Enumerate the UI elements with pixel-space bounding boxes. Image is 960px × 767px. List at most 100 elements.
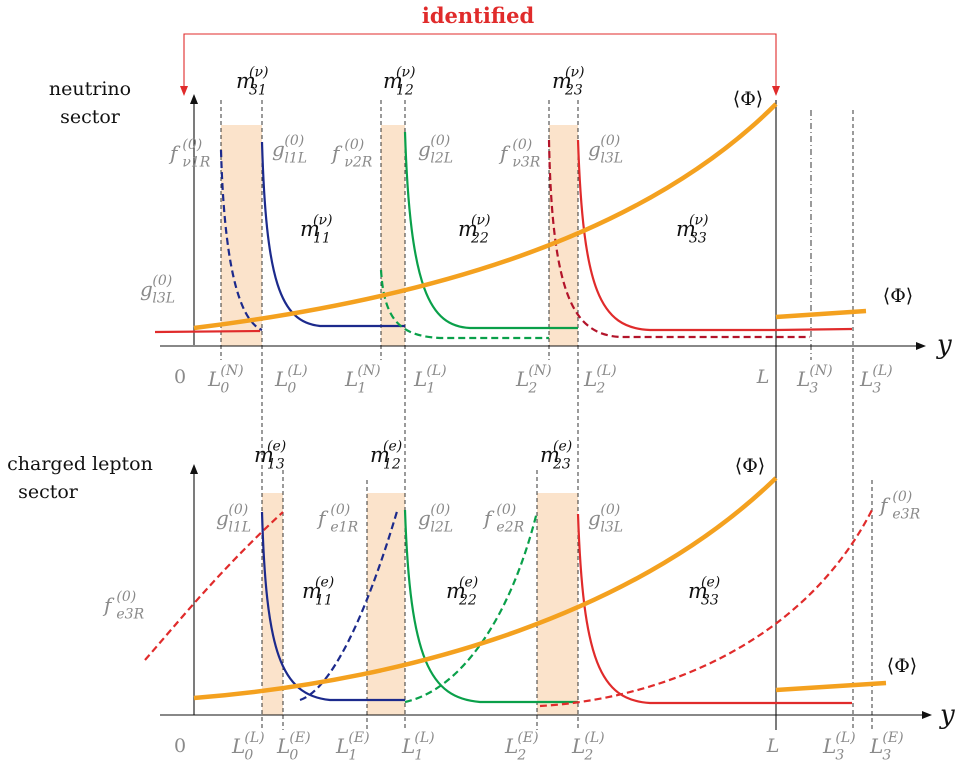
bottom-ticks-l0e-sup: (E)	[289, 730, 310, 746]
top-red-dashed	[547, 139, 810, 339]
bot-phi-small-label: ⟨Φ⟩	[887, 655, 917, 677]
top-ticks-l2l-sup: (L)	[596, 363, 616, 379]
bottom-profiles-f_e2r-sup: (0)	[496, 502, 516, 518]
top-profiles-g_l3l_left-sub: l3L	[152, 290, 175, 306]
bottom-profiles-g_l1l-sup: (0)	[228, 502, 248, 518]
bottom-ticks-l1e-label: L	[335, 734, 349, 758]
bot-sector-title-line2: sector	[18, 481, 79, 503]
bottom-ticks-l3e-sup: (E)	[882, 730, 903, 746]
bottom-masses-m22-sub: 22	[458, 593, 477, 609]
top-masses-m22-sup: (ν)	[471, 212, 490, 228]
top-red-flat	[154, 329, 261, 334]
bot-red-solid	[576, 513, 852, 705]
top-ticks-l0l-label: L	[274, 367, 288, 391]
top-profiles-f_nu2r-label: f	[330, 141, 343, 165]
bot-x-arrow	[922, 711, 932, 719]
bot-tick-zero: 0	[174, 735, 186, 757]
top-tick-zero: 0	[174, 366, 186, 388]
axes	[160, 94, 932, 719]
top-profiles-f_nu3r-sub: ν3R	[512, 154, 540, 170]
top-profiles-g_l3l-sub: l3L	[600, 150, 623, 166]
top-masses-m31-sub: 31	[249, 83, 267, 99]
bot-orange-phi	[193, 476, 778, 701]
bottom-ticks-l1e-sub: 1	[348, 747, 357, 763]
bottom-ticks-l2e-sup: (E)	[517, 730, 538, 746]
top-masses-m11-sup: (ν)	[313, 212, 332, 228]
top-profiles-g_l3l-sup: (0)	[600, 133, 620, 149]
top-masses-m12-sup: (ν)	[396, 64, 415, 80]
bottom-profiles-f_e3r_left-sup: (0)	[116, 589, 136, 605]
band-top-1	[221, 125, 262, 346]
top-profiles-f_nu3r-label: f	[498, 141, 511, 165]
labels: identified neutrino sector charged lepto…	[7, 3, 955, 757]
bottom-masses-m13-label: m	[254, 443, 274, 467]
bottom-profiles-f_e3r_right-sub: e3R	[892, 506, 920, 522]
top-sector-title-line1: neutrino	[49, 78, 131, 100]
top-ticks-l0n-sup: (N)	[220, 363, 243, 379]
top-ticks-l0l-sub: 0	[287, 380, 296, 396]
bottom-masses-m12-sub: 12	[383, 457, 401, 473]
bottom-ticks-l0l-sub: 0	[244, 747, 253, 763]
top-ticks-l3l-sup: (L)	[872, 363, 892, 379]
bottom-masses-m12-label: m	[370, 443, 390, 467]
top-profiles-f_nu2r-sup: (0)	[344, 137, 364, 153]
top-ticks-l1n-sup: (N)	[357, 363, 380, 379]
top-ticks-l3l-sub: 3	[872, 380, 881, 396]
top-ticks-l3n-sup: (N)	[809, 363, 832, 379]
top-ticks-l1l-label: L	[413, 367, 427, 391]
bottom-ticks-l0l-label: L	[231, 734, 245, 758]
top-masses-m33-sub: 33	[689, 231, 707, 247]
bottom-profiles-g_l3l-sub: l3L	[600, 519, 623, 535]
top-profiles-g_l3l-label: g	[588, 137, 601, 161]
band-top-2	[381, 125, 405, 346]
identified-bracket	[180, 33, 780, 96]
top-curves	[154, 102, 867, 340]
bottom-ticks-l2l-sup: (L)	[584, 730, 604, 746]
bot-tick-L: L	[766, 735, 780, 757]
top-profiles-g_l2l-sup: (0)	[430, 133, 450, 149]
bottom-masses-m11-sup: (e)	[315, 574, 334, 590]
bottom-profiles-g_l1l-label: g	[216, 506, 229, 530]
top-profiles-f_nu2r-sub: ν2R	[344, 154, 372, 170]
bottom-ticks-l1l-sub: 1	[414, 747, 423, 763]
bot-red-dashed-left	[144, 511, 284, 661]
top-profiles-g_l2l-sub: l2L	[430, 150, 453, 166]
top-ticks-l2l-sub: 2	[595, 380, 605, 396]
bottom-profiles-f_e3r_right-sup: (0)	[892, 489, 912, 505]
bottom-masses-m22-label: m	[446, 579, 466, 603]
top-profiles-f_nu3r-sup: (0)	[512, 137, 532, 153]
bottom-ticks-l3e-label: L	[869, 734, 883, 758]
top-y-arrow	[190, 94, 198, 104]
top-ticks-l2n-label: L	[515, 367, 529, 391]
top-ticks-l1n-sub: 1	[357, 380, 366, 396]
top-ticks-l2n-sub: 2	[527, 380, 537, 396]
bottom-masses-m23-sup: (e)	[553, 438, 572, 454]
top-ticks-l3n-label: L	[796, 367, 810, 391]
identified-label: identified	[422, 3, 535, 28]
bottom-ticks-l3l-sub: 3	[835, 747, 844, 763]
bottom-profiles-f_e3r_right-label: f	[878, 493, 891, 517]
bottom-profiles-f_e2r-label: f	[482, 506, 495, 530]
band-bot-3	[537, 493, 578, 715]
top-masses-m12-label: m	[383, 69, 403, 93]
top-x-arrow	[916, 342, 926, 350]
bottom-profiles-g_l2l-label: g	[418, 506, 431, 530]
top-profiles-g_l1l-sup: (0)	[284, 133, 304, 149]
top-ticks-l1l-sup: (L)	[426, 363, 446, 379]
bottom-profiles-g_l3l-label: g	[588, 506, 601, 530]
top-green-dashed	[379, 269, 549, 340]
top-phi-small-label: ⟨Φ⟩	[883, 285, 913, 307]
bottom-masses-m23-sub: 23	[552, 457, 571, 473]
top-phi-label: ⟨Φ⟩	[733, 88, 763, 110]
top-green-solid	[403, 131, 578, 330]
top-profiles-f_nu1r-sup: (0)	[182, 137, 202, 153]
bot-blue-solid	[260, 511, 405, 702]
bot-sector-title-line1: charged lepton	[7, 453, 153, 475]
bracket-arrow-right	[772, 86, 780, 96]
bottom-ticks-l2l-sub: 2	[583, 747, 593, 763]
bottom-ticks-l3l-label: L	[822, 734, 836, 758]
math-labels: m(ν)31 m(ν)12 m(ν)23m(ν)11 m(ν)22 m(ν)33f (0)…	[102, 64, 921, 763]
bottom-profiles-f_e1r-label: f	[316, 506, 329, 530]
bottom-ticks-l2l-label: L	[571, 734, 585, 758]
top-ticks-l0n-label: L	[207, 367, 221, 391]
